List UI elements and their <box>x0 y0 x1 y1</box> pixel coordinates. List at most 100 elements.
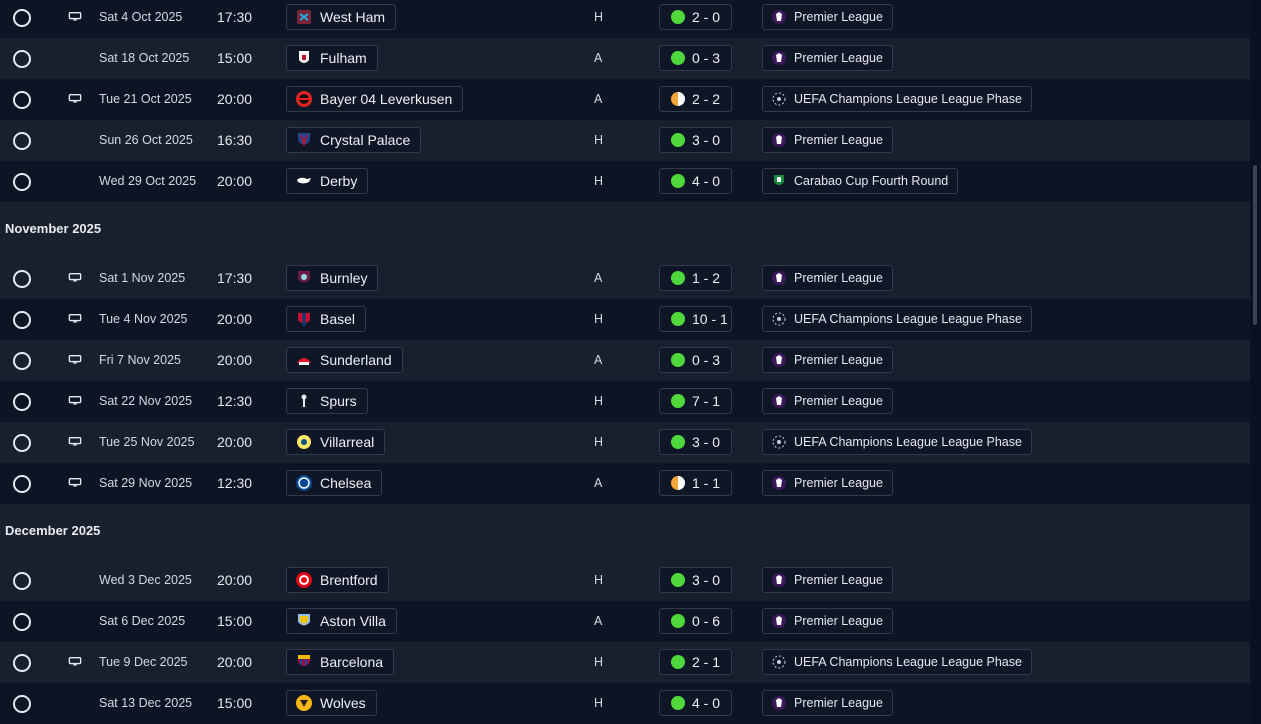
fixture-row[interactable]: Sat 13 Dec 2025 15:00 Wolves H 4 - 0 Pre… <box>0 683 1250 724</box>
competition-chip[interactable]: UEFA Champions League League Phase <box>762 306 1032 332</box>
select-radio[interactable] <box>13 393 31 411</box>
select-radio[interactable] <box>13 173 31 191</box>
competition-name: Premier League <box>794 133 883 147</box>
select-radio[interactable] <box>13 695 31 713</box>
fixture-row[interactable]: Sun 26 Oct 2025 16:30 Crystal Palace H 3… <box>0 120 1250 161</box>
opponent-chip[interactable]: Burnley <box>286 265 379 291</box>
select-radio[interactable] <box>13 9 31 27</box>
win-result-icon <box>671 435 685 449</box>
select-radio[interactable] <box>13 50 31 68</box>
select-radio[interactable] <box>13 270 31 288</box>
opponent-name: Fulham <box>320 50 367 66</box>
venue-indicator: A <box>594 92 603 106</box>
scrollbar-thumb[interactable] <box>1253 165 1257 325</box>
opponent-chip[interactable]: Derby <box>286 168 369 194</box>
competition-chip[interactable]: UEFA Champions League League Phase <box>762 86 1032 112</box>
select-radio[interactable] <box>13 654 31 672</box>
opponent-name: Spurs <box>320 393 357 409</box>
competition-name: Premier League <box>794 614 883 628</box>
fixture-date: Tue 4 Nov 2025 <box>99 312 188 326</box>
fixture-date: Sat 6 Dec 2025 <box>99 614 186 628</box>
win-result-icon <box>671 10 685 24</box>
opponent-chip[interactable]: West Ham <box>286 4 397 30</box>
score-chip[interactable]: 2 - 1 <box>659 649 732 675</box>
derby-crest-icon <box>297 177 311 184</box>
score-chip[interactable]: 0 - 3 <box>659 45 732 71</box>
competition-chip[interactable]: Premier League <box>762 608 893 634</box>
select-radio[interactable] <box>13 132 31 150</box>
competition-chip[interactable]: Premier League <box>762 347 893 373</box>
score-chip[interactable]: 1 - 1 <box>659 470 732 496</box>
select-radio[interactable] <box>13 352 31 370</box>
fixture-row[interactable]: Sat 29 Nov 2025 12:30 Chelsea A 1 - 1 Pr… <box>0 463 1250 504</box>
fixture-row[interactable]: Sat 4 Oct 2025 17:30 West Ham H 2 - 0 Pr… <box>0 0 1250 38</box>
select-radio[interactable] <box>13 311 31 329</box>
opponent-chip[interactable]: Brentford <box>286 567 389 593</box>
select-radio[interactable] <box>13 475 31 493</box>
competition-chip[interactable]: UEFA Champions League League Phase <box>762 649 1032 675</box>
score-chip[interactable]: 3 - 0 <box>659 567 732 593</box>
opponent-name: Crystal Palace <box>320 132 411 148</box>
competition-chip[interactable]: UEFA Champions League League Phase <box>762 429 1032 455</box>
select-radio[interactable] <box>13 434 31 452</box>
competition-chip[interactable]: Carabao Cup Fourth Round <box>762 168 959 194</box>
competition-chip[interactable]: Premier League <box>762 265 893 291</box>
fixture-time: 20:00 <box>217 352 253 368</box>
score-chip[interactable]: 2 - 2 <box>659 86 732 112</box>
score-chip[interactable]: 4 - 0 <box>659 168 732 194</box>
month-title: November 2025 <box>5 221 102 236</box>
competition-chip[interactable]: Premier League <box>762 4 893 30</box>
fixture-row[interactable]: Sat 22 Nov 2025 12:30 Spurs H 7 - 1 Prem… <box>0 381 1250 422</box>
fulham-crest-icon <box>299 51 309 63</box>
opponent-chip[interactable]: Aston Villa <box>286 608 397 634</box>
score-chip[interactable]: 7 - 1 <box>659 388 732 414</box>
score-value: 3 - 0 <box>692 572 721 588</box>
score-chip[interactable]: 10 - 1 <box>659 306 732 332</box>
competition-chip[interactable]: Premier League <box>762 127 893 153</box>
opponent-chip[interactable]: Spurs <box>286 388 368 414</box>
premier-league-icon <box>772 51 786 65</box>
fixture-row[interactable]: Tue 25 Nov 2025 20:00 Villarreal H 3 - 0… <box>0 422 1250 463</box>
fixture-date: Sat 18 Oct 2025 <box>99 51 190 65</box>
score-chip[interactable]: 0 - 6 <box>659 608 732 634</box>
tv-icon <box>68 657 82 666</box>
opponent-chip[interactable]: Bayer 04 Leverkusen <box>286 86 464 112</box>
competition-chip[interactable]: Premier League <box>762 470 893 496</box>
score-chip[interactable]: 0 - 3 <box>659 347 732 373</box>
select-radio[interactable] <box>13 613 31 631</box>
select-radio[interactable] <box>13 572 31 590</box>
score-chip[interactable]: 3 - 0 <box>659 127 732 153</box>
opponent-name: Sunderland <box>320 352 392 368</box>
score-chip[interactable]: 3 - 0 <box>659 429 732 455</box>
score-chip[interactable]: 1 - 2 <box>659 265 732 291</box>
opponent-chip[interactable]: Basel <box>286 306 367 332</box>
score-chip[interactable]: 2 - 0 <box>659 4 732 30</box>
opponent-chip[interactable]: Crystal Palace <box>286 127 422 153</box>
opponent-chip[interactable]: Sunderland <box>286 347 403 373</box>
opponent-chip[interactable]: Chelsea <box>286 470 383 496</box>
opponent-name: Aston Villa <box>320 613 386 629</box>
win-result-icon <box>671 655 685 669</box>
competition-chip[interactable]: Premier League <box>762 567 893 593</box>
competition-chip[interactable]: Premier League <box>762 388 893 414</box>
fixture-row[interactable]: Sat 18 Oct 2025 15:00 Fulham A 0 - 3 Pre… <box>0 38 1250 79</box>
fixture-row[interactable]: Sat 6 Dec 2025 15:00 Aston Villa A 0 - 6… <box>0 601 1250 642</box>
select-radio[interactable] <box>13 91 31 109</box>
fixture-row[interactable]: Fri 7 Nov 2025 20:00 Sunderland A 0 - 3 … <box>0 340 1250 381</box>
fixture-row[interactable]: Sat 1 Nov 2025 17:30 Burnley A 1 - 2 Pre… <box>0 258 1250 299</box>
fixture-row[interactable]: Tue 21 Oct 2025 20:00 Bayer 04 Leverkuse… <box>0 79 1250 120</box>
opponent-chip[interactable]: Fulham <box>286 45 378 71</box>
score-chip[interactable]: 4 - 0 <box>659 690 732 716</box>
fixture-row[interactable]: Wed 29 Oct 2025 20:00 Derby H 4 - 0 Cara… <box>0 161 1250 202</box>
opponent-chip[interactable]: Villarreal <box>286 429 386 455</box>
fixture-row[interactable]: Wed 3 Dec 2025 20:00 Brentford H 3 - 0 P… <box>0 560 1250 601</box>
competition-chip[interactable]: Premier League <box>762 45 893 71</box>
score-value: 3 - 0 <box>692 132 721 148</box>
opponent-chip[interactable]: Wolves <box>286 690 377 716</box>
venue-indicator: H <box>594 312 604 326</box>
fixture-row[interactable]: Tue 9 Dec 2025 20:00 Barcelona H 2 - 1 U… <box>0 642 1250 683</box>
opponent-chip[interactable]: Barcelona <box>286 649 395 675</box>
fixture-row[interactable]: Tue 4 Nov 2025 20:00 Basel H 10 - 1 UEFA… <box>0 299 1250 340</box>
competition-chip[interactable]: Premier League <box>762 690 893 716</box>
aston-villa-crest-icon <box>298 614 310 626</box>
